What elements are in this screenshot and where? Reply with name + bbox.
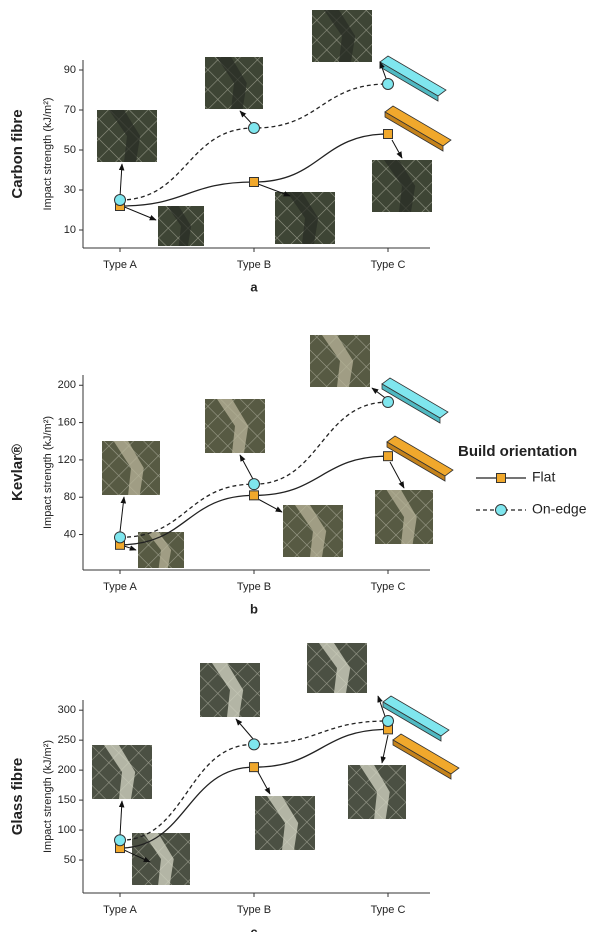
y-axis-label: Impact strength (kJ/m²): [42, 416, 54, 529]
y-tick-label: 250: [58, 734, 76, 746]
x-tick-label: Type B: [237, 904, 271, 916]
row-label: Carbon fibre: [9, 109, 26, 198]
legend-label: On-edge: [532, 501, 587, 517]
marker: [250, 763, 259, 772]
row-label: Kevlar®: [9, 444, 26, 501]
y-tick-label: 200: [58, 764, 76, 776]
x-tick-label: Type C: [371, 581, 406, 593]
marker: [383, 715, 394, 726]
y-tick-label: 80: [64, 491, 76, 503]
y-tick-label: 70: [64, 104, 76, 116]
y-tick-label: 100: [58, 824, 76, 836]
y-tick-label: 150: [58, 794, 76, 806]
y-axis-label: Impact strength (kJ/m²): [42, 97, 54, 210]
y-tick-label: 40: [64, 528, 76, 540]
panel-label: b: [250, 601, 258, 616]
x-tick-label: Type C: [371, 259, 406, 271]
y-tick-label: 50: [64, 854, 76, 866]
row-label: Glass fibre: [9, 758, 26, 836]
specimen-bar: [387, 436, 453, 476]
arrow: [240, 455, 254, 481]
series-line: [120, 134, 388, 206]
y-tick-label: 50: [64, 144, 76, 156]
panel-label: c: [250, 924, 257, 932]
x-tick-label: Type A: [103, 581, 137, 593]
marker: [250, 491, 259, 500]
x-tick-label: Type A: [103, 259, 137, 271]
arrow: [392, 140, 402, 158]
legend-marker: [497, 474, 506, 483]
marker: [115, 835, 126, 846]
y-tick-label: 300: [58, 704, 76, 716]
legend-label: Flat: [532, 469, 555, 485]
y-tick-label: 120: [58, 454, 76, 466]
y-tick-label: 90: [64, 64, 76, 76]
marker: [384, 130, 393, 139]
y-tick-label: 10: [64, 224, 76, 236]
marker: [115, 532, 126, 543]
arrow: [120, 801, 122, 836]
legend-marker: [496, 505, 507, 516]
marker: [383, 79, 394, 90]
marker: [384, 452, 393, 461]
arrow: [120, 164, 122, 197]
specimen-bar: [385, 106, 451, 146]
x-tick-label: Type B: [237, 259, 271, 271]
arrow: [124, 546, 136, 550]
marker: [115, 195, 126, 206]
arrow: [236, 719, 254, 740]
arrow: [122, 206, 156, 220]
series-line: [120, 456, 388, 545]
marker: [383, 397, 394, 408]
figure: 10 30 50 70 90 Type A Type B Type C Impact stren…: [0, 0, 603, 932]
y-tick-label: 200: [58, 379, 76, 391]
arrow: [258, 772, 270, 794]
arrow: [382, 735, 388, 763]
legend-title: Build orientation: [458, 443, 577, 460]
photos: [92, 10, 459, 885]
y-tick-label: 30: [64, 184, 76, 196]
y-tick-label: 160: [58, 416, 76, 428]
x-tick-label: Type A: [103, 904, 137, 916]
marker: [249, 123, 260, 134]
panel-label: a: [250, 279, 258, 294]
arrow: [390, 462, 404, 488]
marker: [249, 479, 260, 490]
x-tick-label: Type C: [371, 904, 406, 916]
specimen-bar: [380, 56, 446, 96]
arrow: [258, 499, 282, 512]
arrow: [258, 184, 290, 196]
x-tick-label: Type B: [237, 581, 271, 593]
marker: [250, 178, 259, 187]
arrow: [120, 497, 124, 532]
marker: [249, 739, 260, 750]
y-axis-label: Impact strength (kJ/m²): [42, 740, 54, 853]
